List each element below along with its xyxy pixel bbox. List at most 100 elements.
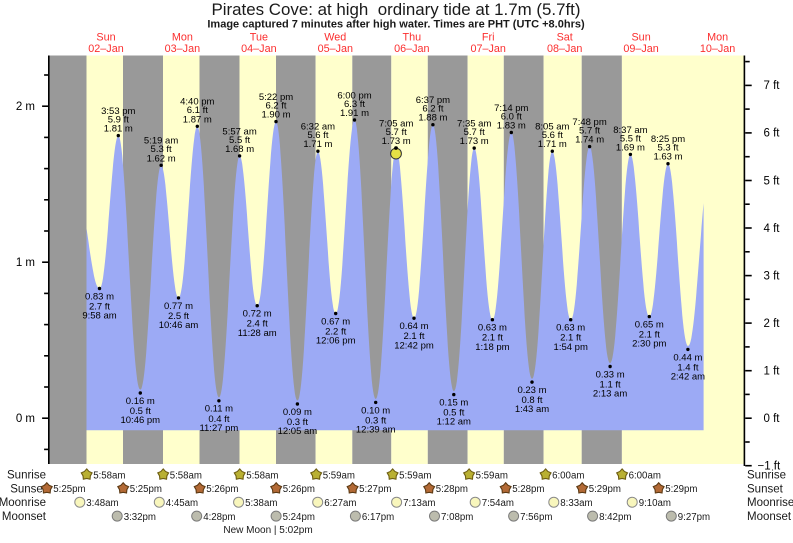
svg-text:5:58am: 5:58am xyxy=(93,470,125,481)
svg-text:5:57 am: 5:57 am xyxy=(222,126,256,137)
svg-text:5:25pm: 5:25pm xyxy=(130,484,162,495)
svg-text:Tue: Tue xyxy=(250,32,268,44)
svg-text:5:19 am: 5:19 am xyxy=(144,136,178,147)
svg-text:02–Jan: 02–Jan xyxy=(88,43,123,55)
svg-text:5:58am: 5:58am xyxy=(246,470,278,481)
svg-text:1.4 ft: 1.4 ft xyxy=(677,362,698,373)
svg-text:6:27am: 6:27am xyxy=(324,498,356,509)
svg-text:1.69 m: 1.69 m xyxy=(616,142,645,153)
svg-text:6 ft: 6 ft xyxy=(764,128,781,140)
svg-text:6.2 ft: 6.2 ft xyxy=(265,101,286,112)
svg-text:1.68 m: 1.68 m xyxy=(225,144,254,155)
svg-text:3:48am: 3:48am xyxy=(86,498,118,509)
svg-text:1.63 m: 1.63 m xyxy=(653,152,682,163)
svg-text:1.91 m: 1.91 m xyxy=(340,108,369,119)
svg-text:4:40 pm: 4:40 pm xyxy=(180,97,214,108)
svg-text:6.3 ft: 6.3 ft xyxy=(344,99,365,110)
svg-text:Moonset: Moonset xyxy=(747,511,792,523)
svg-text:5:27pm: 5:27pm xyxy=(359,484,391,495)
svg-text:8:33am: 8:33am xyxy=(560,498,592,509)
svg-text:Thu: Thu xyxy=(402,32,421,44)
svg-text:7:56pm: 7:56pm xyxy=(520,512,552,523)
svg-text:5.9 ft: 5.9 ft xyxy=(108,115,129,126)
svg-text:5:58am: 5:58am xyxy=(170,470,202,481)
svg-text:4 ft: 4 ft xyxy=(764,223,781,235)
svg-text:3:53 pm: 3:53 pm xyxy=(101,106,135,117)
svg-text:0.15 m: 0.15 m xyxy=(439,398,468,409)
svg-text:1.73 m: 1.73 m xyxy=(460,136,489,147)
svg-text:10–Jan: 10–Jan xyxy=(700,43,735,55)
svg-text:5:59am: 5:59am xyxy=(399,470,431,481)
svg-text:0.63 m: 0.63 m xyxy=(556,323,585,334)
svg-text:0.77 m: 0.77 m xyxy=(164,301,193,312)
svg-text:Image captured 7 minutes after: Image captured 7 minutes after high wate… xyxy=(207,19,585,31)
svg-text:5:28pm: 5:28pm xyxy=(512,484,544,495)
svg-text:7:54am: 7:54am xyxy=(482,498,514,509)
svg-text:7:13am: 7:13am xyxy=(403,498,435,509)
svg-text:12:06 pm: 12:06 pm xyxy=(316,336,356,347)
svg-text:0 m: 0 m xyxy=(16,413,35,425)
svg-text:6:00am: 6:00am xyxy=(629,470,661,481)
svg-text:12:42 pm: 12:42 pm xyxy=(394,340,434,351)
svg-text:6.2 ft: 6.2 ft xyxy=(422,104,443,115)
svg-text:0.11 m: 0.11 m xyxy=(205,404,233,415)
svg-text:0.65 m: 0.65 m xyxy=(635,320,664,331)
svg-text:08–Jan: 08–Jan xyxy=(547,43,582,55)
svg-text:1.74 m: 1.74 m xyxy=(575,135,604,146)
svg-text:7:35 am: 7:35 am xyxy=(457,119,491,130)
svg-text:5:24pm: 5:24pm xyxy=(283,512,315,523)
svg-text:0.44 m: 0.44 m xyxy=(673,352,702,363)
svg-text:6:37 pm: 6:37 pm xyxy=(416,95,450,106)
svg-text:Sun: Sun xyxy=(631,32,650,44)
svg-text:5:26pm: 5:26pm xyxy=(206,484,238,495)
svg-text:2 m: 2 m xyxy=(16,101,35,113)
svg-text:−1 ft: −1 ft xyxy=(758,461,782,473)
svg-text:8:05 am: 8:05 am xyxy=(535,122,569,133)
svg-text:Moonrise: Moonrise xyxy=(0,497,46,509)
svg-text:1 m: 1 m xyxy=(16,257,35,269)
svg-text:2:13 am: 2:13 am xyxy=(593,389,627,400)
svg-text:11:27 pm: 11:27 pm xyxy=(199,423,238,434)
svg-text:Sunset: Sunset xyxy=(10,483,47,495)
svg-text:5:59am: 5:59am xyxy=(476,470,508,481)
svg-text:7:08pm: 7:08pm xyxy=(441,512,473,523)
svg-text:Sun: Sun xyxy=(96,32,115,44)
svg-text:0.3 ft: 0.3 ft xyxy=(287,417,308,428)
svg-text:New Moon | 5:02pm: New Moon | 5:02pm xyxy=(223,525,312,536)
svg-text:0.10 m: 0.10 m xyxy=(361,405,390,416)
svg-text:0.33 m: 0.33 m xyxy=(596,369,625,380)
svg-text:1.71 m: 1.71 m xyxy=(538,139,567,150)
svg-text:7:14 pm: 7:14 pm xyxy=(494,103,528,114)
svg-text:6.1 ft: 6.1 ft xyxy=(187,105,208,116)
svg-text:05–Jan: 05–Jan xyxy=(318,43,353,55)
svg-text:5:59am: 5:59am xyxy=(323,470,355,481)
svg-text:Moonset: Moonset xyxy=(2,511,47,523)
svg-text:Pirates Cove: at high ordinar: Pirates Cove: at high ordinary tide at 1… xyxy=(212,0,581,19)
svg-text:9:27pm: 9:27pm xyxy=(678,512,710,523)
svg-text:9:10am: 9:10am xyxy=(639,498,671,509)
svg-text:0.4 ft: 0.4 ft xyxy=(208,414,229,425)
svg-text:Mon: Mon xyxy=(707,32,728,44)
svg-text:5:29pm: 5:29pm xyxy=(589,484,621,495)
svg-text:5 ft: 5 ft xyxy=(764,175,781,187)
svg-text:1:18 pm: 1:18 pm xyxy=(475,342,509,353)
svg-text:1.87 m: 1.87 m xyxy=(183,114,212,125)
svg-text:2:30 pm: 2:30 pm xyxy=(632,339,666,350)
svg-text:07–Jan: 07–Jan xyxy=(470,43,505,55)
svg-text:5.7 ft: 5.7 ft xyxy=(464,127,485,138)
svg-text:9:58 am: 9:58 am xyxy=(82,311,116,322)
svg-text:2.1 ft: 2.1 ft xyxy=(403,331,424,342)
svg-text:0.5 ft: 0.5 ft xyxy=(130,406,151,417)
svg-text:2:42 am: 2:42 am xyxy=(671,372,705,383)
svg-text:1.88 m: 1.88 m xyxy=(418,113,447,124)
svg-text:11:28 am: 11:28 am xyxy=(238,328,277,339)
svg-text:2.7 ft: 2.7 ft xyxy=(89,302,110,313)
svg-text:04–Jan: 04–Jan xyxy=(241,43,276,55)
svg-text:0 ft: 0 ft xyxy=(764,413,781,425)
svg-text:0.67 m: 0.67 m xyxy=(321,316,350,327)
svg-text:0.23 m: 0.23 m xyxy=(517,385,546,396)
svg-text:7:05 am: 7:05 am xyxy=(379,119,413,130)
svg-text:Sat: Sat xyxy=(557,32,573,44)
svg-text:1 ft: 1 ft xyxy=(764,366,781,378)
svg-text:5.7 ft: 5.7 ft xyxy=(386,127,407,138)
